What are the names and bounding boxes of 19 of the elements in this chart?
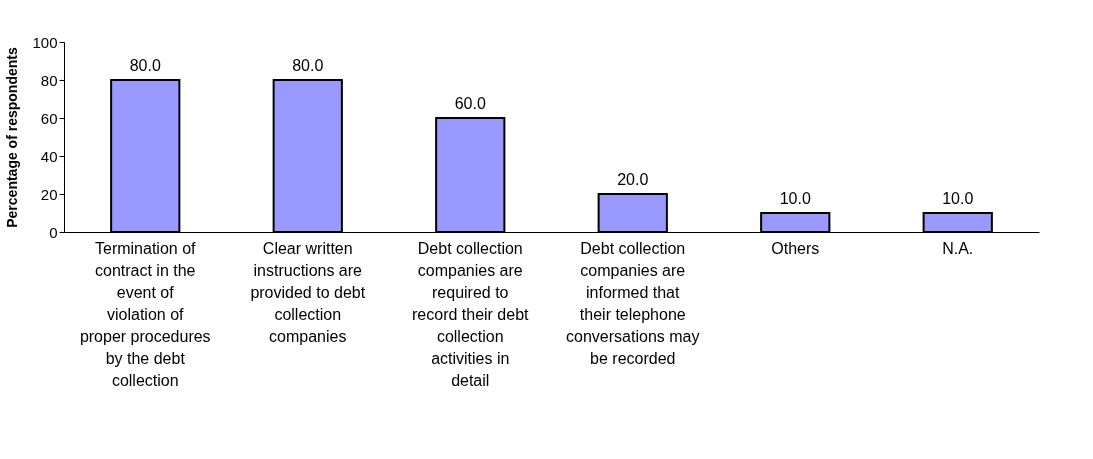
x-tick-label: Debt collection companies are informed that their telephone conversations may be recorded: [566, 239, 700, 367]
y-tick-label: 80: [40, 71, 58, 89]
y-tick-label: 0: [49, 223, 58, 241]
x-tick-label: Others: [771, 239, 820, 257]
y-tick-label: 40: [40, 147, 58, 165]
y-tick-label: 20: [40, 185, 58, 203]
y-tick-label: 60: [40, 109, 58, 127]
data-label: 10.0: [779, 190, 811, 207]
x-tick-label: N.A.: [942, 239, 974, 257]
data-label: 20.0: [617, 171, 649, 188]
y-tick-label: 100: [32, 33, 58, 51]
x-tick-label: Clear written instructions are provided to debt collection companies: [250, 239, 366, 345]
data-label: 80.0: [129, 57, 161, 74]
data-label: 10.0: [942, 190, 974, 207]
x-tick-label: Debt collection companies are required to record their debt collection activities in detail: [411, 239, 530, 389]
x-tick-label: Termination of contract in the event of violation of proper procedures by the debt collection: [79, 239, 211, 389]
data-label: 80.0: [292, 57, 324, 74]
data-label: 60.0: [454, 95, 486, 112]
y-axis-title: Percentage of respondents: [4, 47, 21, 228]
